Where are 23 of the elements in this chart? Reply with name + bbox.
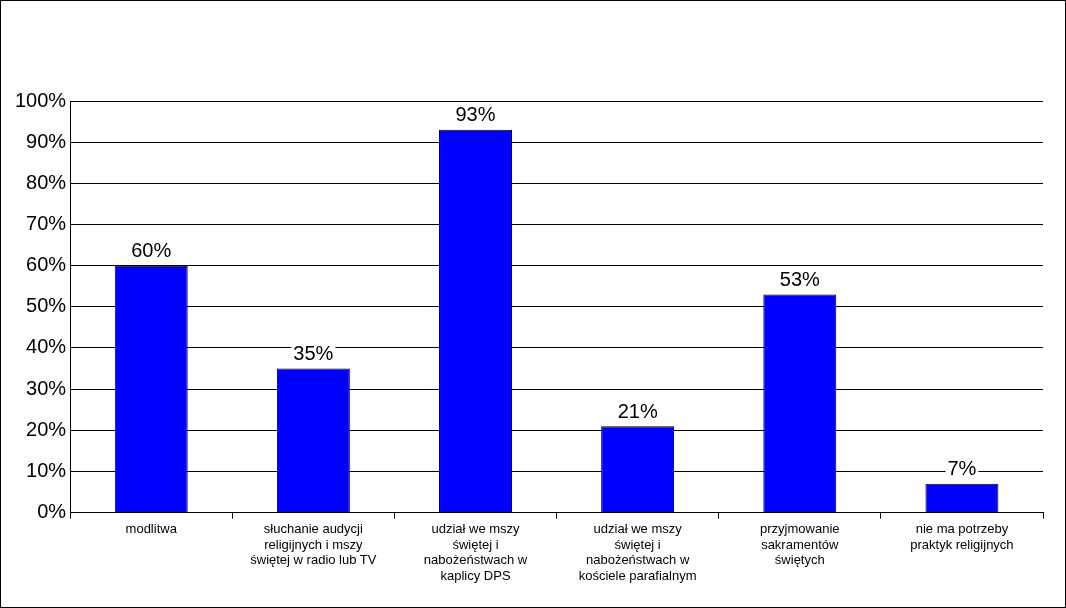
y-tick-label: 100% <box>15 88 67 111</box>
y-tick-label: 0% <box>37 500 67 523</box>
data-label: 53% <box>779 267 821 290</box>
y-tick-label: 60% <box>26 253 67 276</box>
y-tick-label: 70% <box>26 212 67 234</box>
y-tick-label: 40% <box>26 335 67 358</box>
y-tick-label: 10% <box>26 458 67 481</box>
x-tick-label: słuchanie audycji religijnych i mszy świętej w radio lub TV <box>250 520 377 568</box>
x-tick-label: przyjmowanie sakramentów świętych <box>760 520 840 568</box>
x-tick-label: udział we mszy świętej i nabożeństwach w kościele parafialnym <box>578 520 697 583</box>
data-label: 7% <box>947 457 977 480</box>
data-label: 93% <box>455 103 496 126</box>
data-label: 21% <box>617 399 658 422</box>
y-tick-label: 80% <box>26 170 67 193</box>
y-tick-label: 20% <box>26 417 67 440</box>
x-tick-label: nie ma potrzeby praktyk religijnych <box>910 520 1014 552</box>
data-label: 35% <box>293 342 334 365</box>
y-tick-label: 90% <box>26 129 67 152</box>
y-tick-label: 50% <box>26 294 67 317</box>
y-tick-label: 30% <box>26 376 67 399</box>
data-label: 60% <box>131 239 172 262</box>
x-tick-label: udział we mszy świętej i nabożeństwach w kaplicy DPS <box>423 520 528 583</box>
x-tick-label: modlitwa <box>125 520 178 536</box>
